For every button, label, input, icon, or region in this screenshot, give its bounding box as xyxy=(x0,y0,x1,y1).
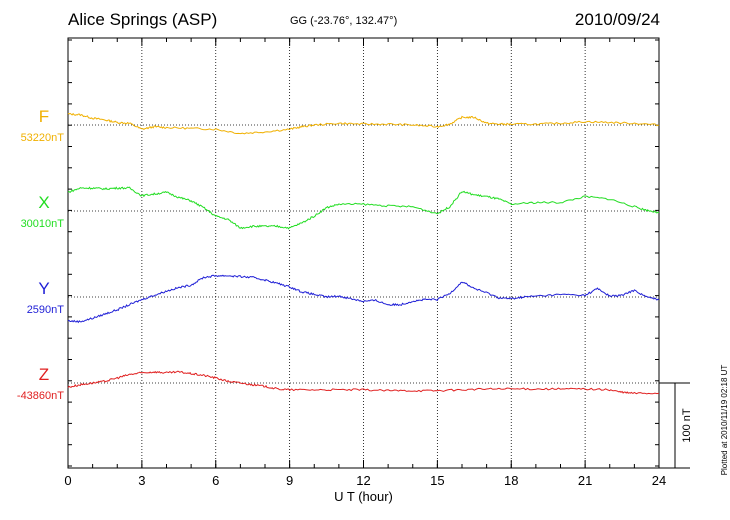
series-baseline-label-x: 30010nT xyxy=(21,218,65,230)
x-axis-label: U T (hour) xyxy=(334,489,393,504)
x-tick-label: 3 xyxy=(138,473,145,488)
chart-date: 2010/09/24 xyxy=(574,10,660,29)
x-tick-label: 15 xyxy=(430,473,444,488)
series-baseline-label-f: 53220nT xyxy=(21,132,65,144)
x-tick-label: 24 xyxy=(652,473,666,488)
series-name-x: X xyxy=(38,193,49,212)
x-tick-label: 9 xyxy=(286,473,293,488)
series-line-f xyxy=(67,112,660,135)
plot-frame xyxy=(67,37,660,469)
x-tick-label: 6 xyxy=(212,473,219,488)
series-baseline-label-y: 2590nT xyxy=(27,304,65,316)
series-baseline-label-z: -43860nT xyxy=(17,390,64,402)
plotted-timestamp: Plotted at 2010/11/19 02:18 UT xyxy=(720,364,729,476)
station-coordinates: GG (-23.76°, 132.47°) xyxy=(290,15,398,27)
series-name-y: Y xyxy=(38,279,49,298)
series-line-x xyxy=(67,186,660,230)
scale-bar-label: 100 nT xyxy=(681,408,693,443)
x-tick-label: 0 xyxy=(64,473,71,488)
x-tick-label: 21 xyxy=(578,473,592,488)
x-tick-label: 18 xyxy=(504,473,518,488)
x-tick-label: 12 xyxy=(356,473,370,488)
series-name-f: F xyxy=(39,107,49,126)
station-title: Alice Springs (ASP) xyxy=(68,10,218,29)
series-line-y xyxy=(67,274,660,324)
series-line-z xyxy=(67,370,660,395)
series-name-z: Z xyxy=(39,365,49,384)
